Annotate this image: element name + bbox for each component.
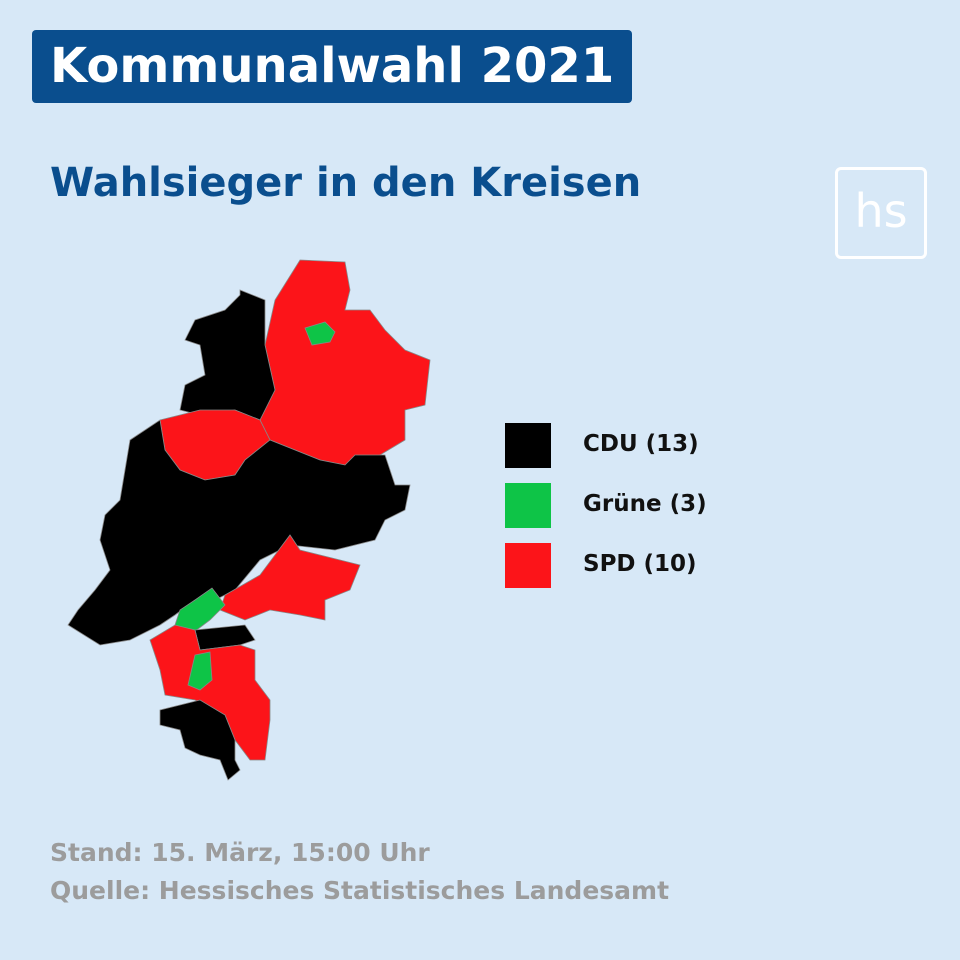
legend-label: Grüne (3) (583, 491, 707, 517)
legend-label: CDU (13) (583, 431, 699, 457)
subtitle: Wahlsieger in den Kreisen (50, 160, 642, 206)
region (259, 259, 431, 466)
legend-label: SPD (10) (583, 551, 697, 577)
region (304, 321, 336, 346)
title: Kommunalwahl 2021 (32, 30, 633, 103)
region (149, 624, 271, 761)
footer-stand: Stand: 15. März, 15:00 Uhr (50, 838, 430, 867)
region (194, 624, 256, 651)
legend-swatch (505, 543, 551, 588)
region (159, 699, 241, 781)
region (67, 419, 411, 646)
footer-source: Quelle: Hessisches Statistisches Landesa… (50, 876, 670, 905)
legend-swatch (505, 483, 551, 528)
logo: hs (835, 167, 927, 259)
region (219, 534, 361, 621)
region (187, 651, 213, 691)
region (174, 587, 226, 636)
legend-swatch (505, 423, 551, 468)
region (179, 289, 276, 421)
